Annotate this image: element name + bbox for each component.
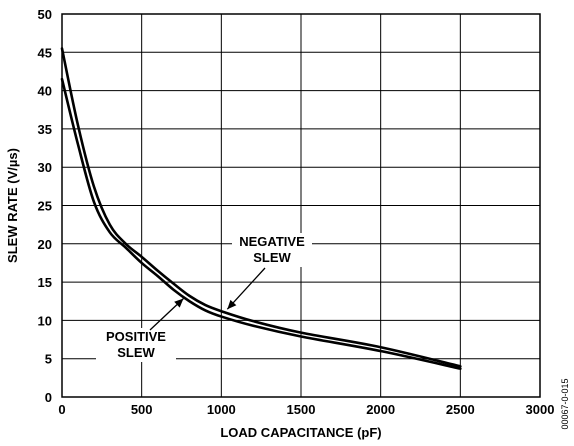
annotation-negative-slew-arrowhead: [227, 299, 237, 310]
plot-frame: [61, 13, 541, 398]
annotation-positive-slew: POSITIVE SLEW: [96, 298, 184, 362]
annotation-negative-slew-line1: NEGATIVE: [239, 234, 305, 249]
annotation-positive-slew-arrowhead: [174, 298, 184, 308]
annotation-positive-slew-line1: POSITIVE: [106, 329, 166, 344]
x-tick-label: 1500: [287, 402, 316, 417]
y-tick-labels: 0 5 10 15 20 25 30 35 40 45 50: [38, 7, 52, 405]
annotation-negative-slew-arrow: [226, 267, 266, 310]
y-tick-label: 5: [45, 352, 52, 367]
y-tick-label: 50: [38, 7, 52, 22]
annotation-positive-slew-background: [96, 328, 176, 362]
x-tick-label: 0: [58, 402, 65, 417]
y-tick-label: 0: [45, 390, 52, 405]
x-tick-label: 3000: [526, 402, 555, 417]
x-tick-label: 500: [131, 402, 153, 417]
y-tick-label: 10: [38, 313, 52, 328]
figure-id: 00067-0-015: [560, 378, 570, 429]
x-tick-label: 2000: [366, 402, 395, 417]
series-line-positive-slew: [60, 77, 462, 370]
annotation-negative-slew-background: [232, 233, 312, 267]
x-tick-labels: 0 500 1000 1500 2000 2500 3000: [58, 402, 554, 417]
y-tick-label: 15: [38, 275, 52, 290]
series-layer: [60, 47, 462, 370]
series-line-negative-slew: [60, 47, 462, 368]
y-tick-label: 25: [38, 199, 52, 214]
x-axis-label: LOAD CAPACITANCE (pF): [220, 425, 381, 440]
y-tick-label: 20: [38, 237, 52, 252]
x-tick-label: 1000: [207, 402, 236, 417]
y-tick-label: 40: [38, 84, 52, 99]
x-tick-label: 2500: [446, 402, 475, 417]
annotation-negative-slew-line2: SLEW: [253, 250, 291, 265]
annotation-negative-slew: NEGATIVE SLEW: [226, 233, 312, 310]
y-tick-label: 35: [38, 122, 52, 137]
y-tick-label: 45: [38, 45, 52, 60]
y-tick-label: 30: [38, 160, 52, 175]
annotation-positive-slew-line2: SLEW: [117, 345, 155, 360]
y-axis-label: SLEW RATE (V/µs): [5, 148, 20, 263]
